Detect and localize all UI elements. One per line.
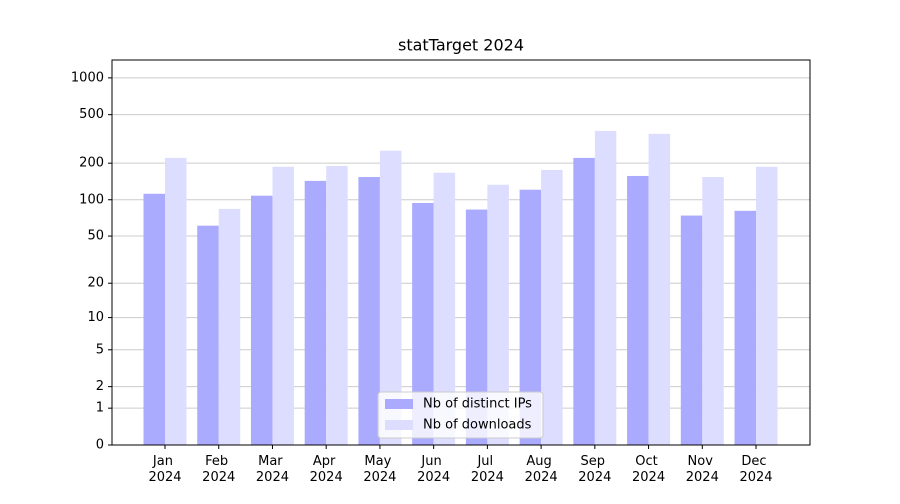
x-tick-label: Dec 2024: [739, 454, 772, 485]
bar: [358, 176, 380, 445]
y-tick-label: 2: [96, 379, 104, 394]
bar: [326, 165, 348, 446]
y-tick-label: 200: [79, 156, 104, 171]
y-tick-label: 20: [87, 276, 104, 291]
legend-swatch: [385, 399, 413, 409]
y-tick-label: 100: [79, 192, 104, 207]
legend-label: Nb of downloads: [423, 418, 532, 433]
y-tick-label: 1000: [71, 70, 104, 85]
bar: [218, 208, 241, 445]
x-tick-label: Feb 2024: [202, 454, 235, 485]
x-tick-label: Mar 2024: [256, 454, 289, 485]
chart-title: statTarget 2024: [398, 36, 524, 55]
bar: [304, 180, 327, 446]
bar: [412, 203, 434, 445]
x-tick-label: Apr 2024: [310, 454, 343, 485]
y-tick-label: 500: [79, 107, 104, 122]
x-tick-label: May 2024: [363, 454, 396, 485]
plot-frame: [111, 59, 811, 446]
x-tick-label: Aug 2024: [525, 454, 558, 485]
bar: [487, 184, 509, 445]
x-tick-label: Oct 2024: [632, 454, 665, 485]
legend-box: [377, 391, 544, 439]
y-tick-label: 0: [96, 438, 104, 453]
legend-label: Nb of distinct IPs: [423, 397, 532, 412]
bar: [573, 157, 595, 446]
bar: [680, 215, 703, 445]
bar: [250, 195, 273, 445]
x-tick-label: Jan 2024: [148, 454, 181, 485]
bar: [702, 176, 724, 445]
bar: [465, 209, 488, 445]
bar: [272, 166, 294, 445]
bar: [519, 189, 542, 445]
bar: [165, 157, 187, 446]
y-tick-label: 5: [96, 342, 104, 357]
bar: [433, 172, 456, 445]
x-tick-label: Jul 2024: [471, 454, 504, 485]
x-tick-label: Jun 2024: [417, 454, 450, 485]
x-tick-label: Nov 2024: [686, 454, 719, 485]
bar: [756, 166, 778, 445]
legend: Nb of distinct IPs Nb of downloads: [377, 391, 544, 439]
bar: [197, 225, 219, 445]
bar: [648, 133, 671, 445]
bar: [594, 130, 617, 445]
legend-swatch: [385, 420, 413, 430]
y-tick-label: 50: [87, 229, 104, 244]
bar: [143, 193, 165, 445]
y-tick-label: 1: [96, 401, 104, 416]
y-tick-label: 10: [87, 310, 104, 325]
x-tick-label: Sep 2024: [578, 454, 611, 485]
bar: [379, 150, 402, 445]
bar: [541, 169, 563, 445]
bar: [627, 175, 649, 445]
bar: [734, 210, 757, 445]
